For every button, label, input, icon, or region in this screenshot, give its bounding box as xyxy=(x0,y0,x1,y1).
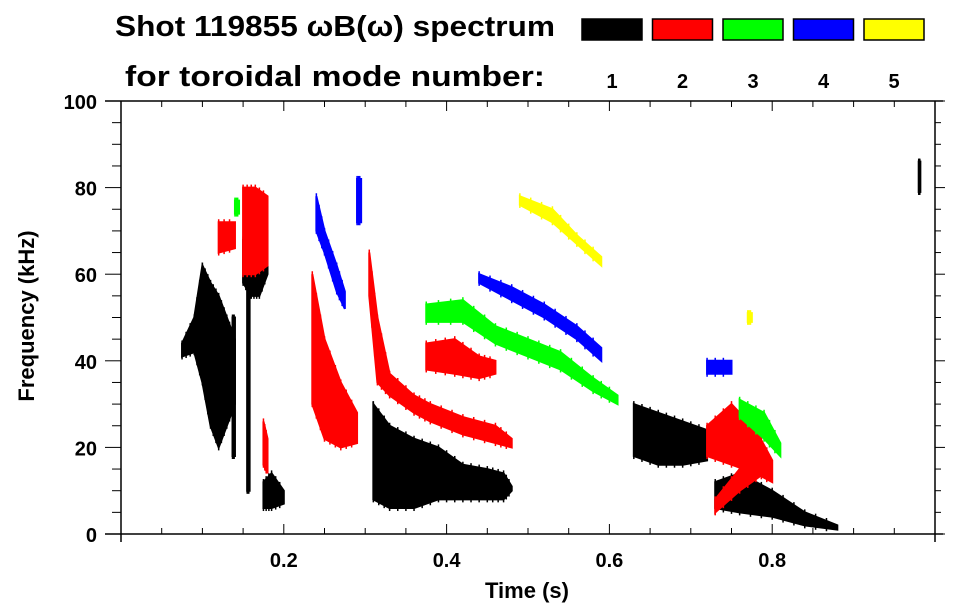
x-axis-label: Time (s) xyxy=(485,578,569,603)
chart-subtitle: for toroidal mode number: xyxy=(125,61,545,93)
legend-swatch-1 xyxy=(581,18,643,41)
x-tick-label: 0.8 xyxy=(758,550,786,572)
x-tick-label: 0.4 xyxy=(433,550,462,572)
legend-label-2: 2 xyxy=(677,71,688,93)
legend-swatch-5 xyxy=(863,18,925,41)
spectrum-marks xyxy=(181,158,922,532)
x-tick-label: 0.6 xyxy=(595,550,623,572)
y-tick-label: 40 xyxy=(75,352,97,374)
y-tick-label: 20 xyxy=(75,438,97,460)
axes: 0.2 0.4 0.6 0.8 0 20 40 60 80 100 xyxy=(64,92,945,572)
mode-1-region xyxy=(632,402,709,466)
y-tick-label: 80 xyxy=(75,179,97,201)
y-axis-label: Frequency (kHz) xyxy=(14,230,39,401)
legend-label-1: 1 xyxy=(606,71,617,93)
legend-label-4: 4 xyxy=(818,71,830,93)
y-tick-label: 100 xyxy=(64,92,97,114)
mode-4-region xyxy=(706,359,733,375)
x-tick-label: 0.2 xyxy=(270,550,298,572)
legend: 1 2 3 4 5 xyxy=(581,18,925,93)
y-tick-label: 0 xyxy=(86,525,97,547)
legend-swatch-2 xyxy=(651,18,714,41)
legend-label-5: 5 xyxy=(888,71,899,93)
chart-title: Shot 119855 ωB(ω) spectrum xyxy=(115,11,555,43)
legend-swatch-4 xyxy=(792,18,855,41)
mode-4-region xyxy=(315,196,346,310)
mode-2-region xyxy=(217,221,236,254)
legend-label-3: 3 xyxy=(747,71,758,93)
y-tick-label: 60 xyxy=(75,265,97,287)
legend-swatch-3 xyxy=(722,18,784,41)
